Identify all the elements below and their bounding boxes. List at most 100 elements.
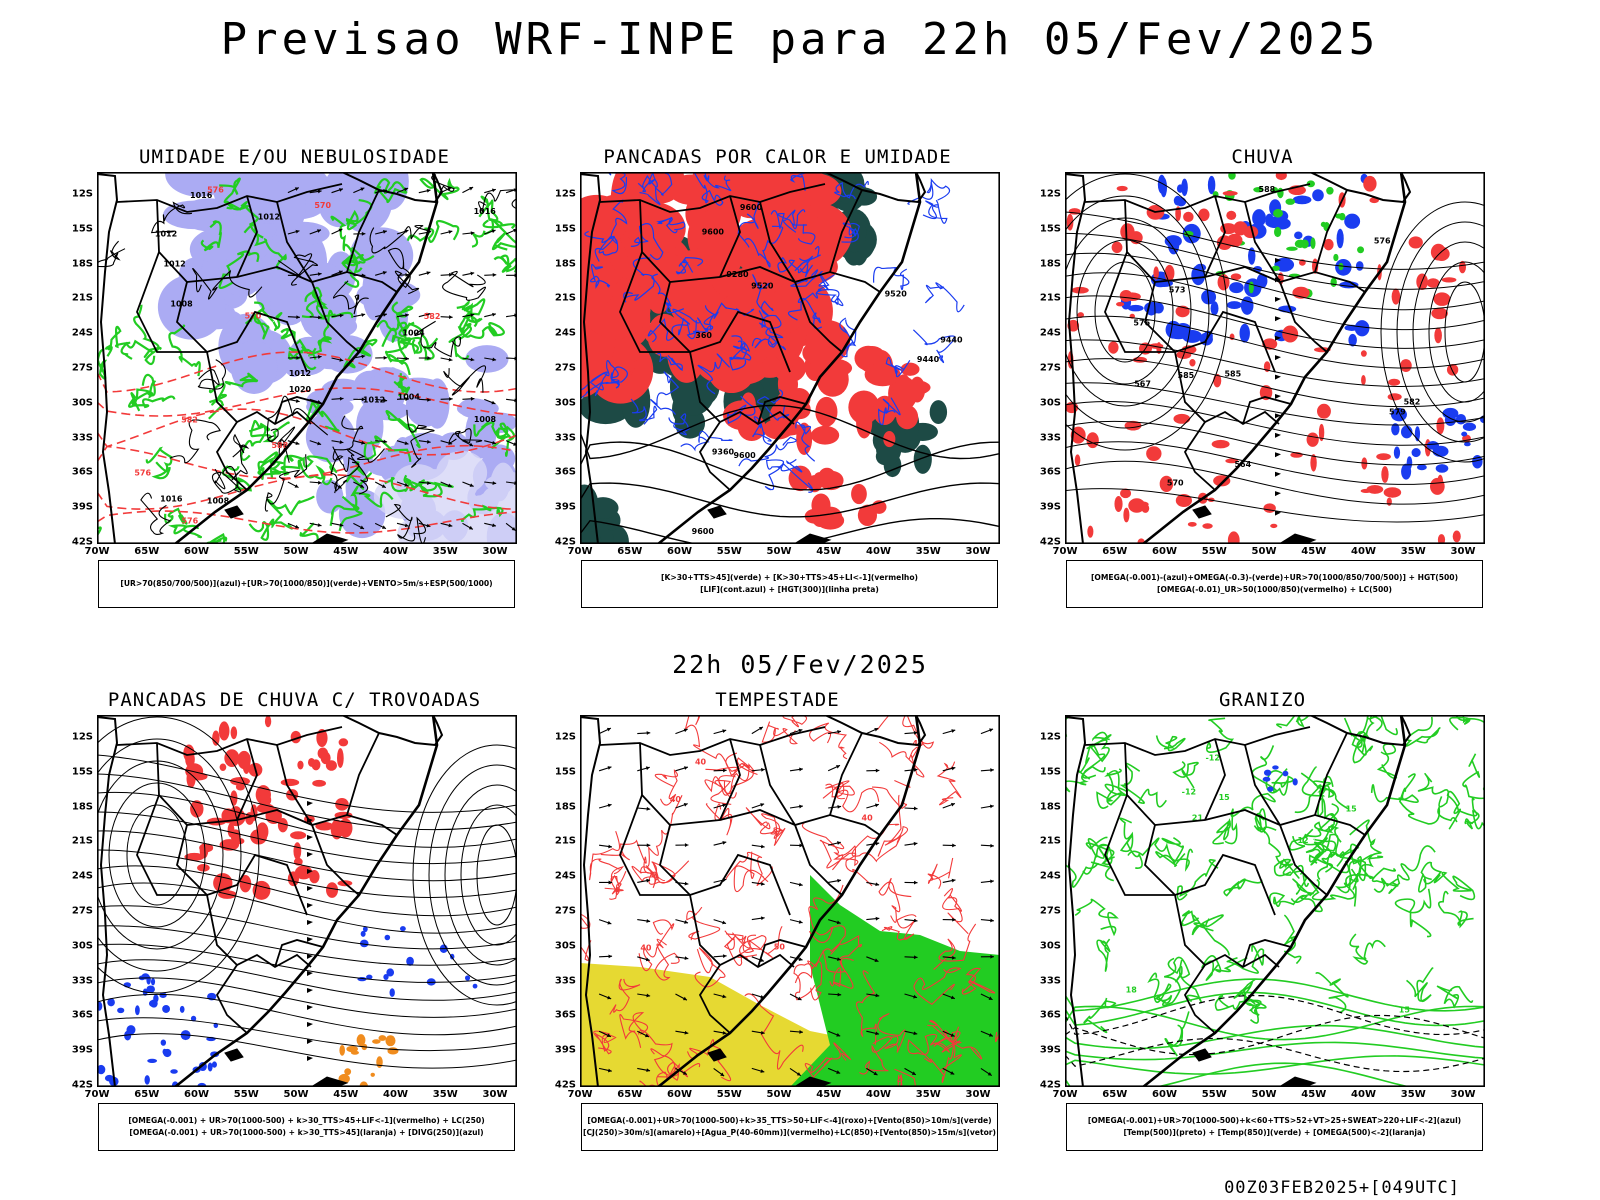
legend-line: [OMEGA(-0.001) + UR>70(1000-500) + k>30_… [129,1128,484,1137]
lat-tick-label: 36S [71,466,93,478]
lat-tick-label: 39S [554,501,576,513]
lat-tick-label: 42S [1039,1079,1061,1091]
mid-timestamp: 22h 05/Fev/2025 [672,650,928,679]
map-frame [97,715,517,1087]
lon-tick-label: 45W [333,546,359,557]
contour-label: 1012 [155,230,177,239]
lat-tick-label: 24S [1039,327,1061,339]
legend-box: [K>30+TTS>45](verde) + [K>30+TTS>45+LI<-… [581,560,998,608]
temp-labels: -12 -12 15 15 12 21 18 15 [1126,753,1411,1014]
lon-tick-label: 65W [134,546,160,557]
lon-tick-label: 40W [383,1089,408,1100]
lon-tick-label: 70W [567,1089,593,1100]
lat-tick-label: 12S [1039,188,1061,200]
lon-tick-label: 35W [432,1089,458,1100]
wind850-vectors [598,726,994,1077]
legend-line: [OMEGA(-0.001) + UR>70(1000-500) + k>30_… [128,1116,485,1125]
lon-tick-label: 60W [1152,1089,1177,1100]
map-svg [97,715,517,1087]
lon-tick-label: 35W [1400,546,1426,557]
lat-tick-label: 30S [71,397,93,409]
lat-tick-label: 42S [554,536,576,548]
contour-label: 585 [1224,369,1241,378]
hgt300-contours [580,404,1000,544]
lat-tick-label: 24S [554,870,576,882]
lat-tick-label: 30S [1039,940,1061,952]
legend-line: [LIF](cont.azul) + [HGT(300)](linha pret… [700,585,879,594]
lon-tick-label: 50W [1251,1089,1277,1100]
lat-tick-label: 15S [554,766,576,778]
temp850-south-contours [1065,978,1485,1087]
lat-tick-label: 39S [71,1044,93,1056]
map-frame [580,172,1000,544]
lat-tick-label: 33S [554,975,576,987]
legend-box: [OMEGA(-0.001)-(azul)+OMEGA(-0.3)-(verde… [1066,560,1483,608]
lat-tick-label: 24S [1039,870,1061,882]
lat-tick-label: 24S [554,327,576,339]
lon-tick-label: 55W [716,1089,742,1100]
panel-title: PANCADAS POR CALOR E UMIDADE [603,146,952,168]
lat-tick-label: 42S [1039,536,1061,548]
legend-line: [OMEGA(-0.001)+UR>70(1000-500)+k>35_TTS>… [587,1116,992,1125]
lat-tick-label: 27S [1039,362,1061,374]
contour-label: 585 [1178,371,1195,380]
lat-tick-label: 21S [1039,292,1061,304]
map-pancadas_calor: 9600 9600 9600 9600 9520 9520 9440 9440 9360 9280… [580,172,1000,544]
lat-tick-label: 24S [71,870,93,882]
lat-tick-label: 15S [1039,766,1061,778]
lat-tick-label: 33S [71,432,93,444]
jet-yellow-field [580,963,880,1087]
lat-tick-label: 33S [1039,432,1061,444]
lat-tick-label: 30S [554,397,576,409]
lat-tick-label: 27S [554,362,576,374]
hgt300-labels: 9600 9600 9600 9600 9520 9520 9440 9440 9360 9280… [692,203,963,536]
legend-box: [OMEGA(-0.001) + UR>70(1000-500) + k>30_… [98,1103,515,1151]
contour-label: 9520 [885,289,908,298]
panel-pancadas_calor: PANCADAS POR CALOR E UMIDADE 9600 9600 9600… [540,146,1015,636]
lat-tick-label: 36S [1039,466,1061,478]
map-frame [580,715,1000,1087]
contour-label: 576 [1374,236,1391,245]
hail-blue-field [1262,765,1298,792]
lat-tick-label: 18S [1039,258,1061,270]
wind850-green-field [790,875,1000,1087]
contour-label: 9600 [692,527,715,536]
panel-pancadas_trovoadas: PANCADAS DE CHUVA C/ TROVOADAS 12S 15S 18S 2… [57,689,532,1179]
contour-label: -12 [1205,753,1219,762]
lon-tick-label: 35W [1400,1089,1426,1100]
contour-label: 40 [695,757,707,766]
contour-label: 15 [1399,1005,1411,1014]
lat-tick-label: 30S [1039,397,1061,409]
moisture-lower-contours [97,177,517,544]
lon-tick-label: 70W [567,546,593,557]
contour-label: 576 [134,468,151,477]
contour-label: 576 [1133,319,1150,328]
contour-label: 1016 [474,207,497,216]
lat-tick-label: 42S [71,536,93,548]
lon-tick-label: 35W [915,546,941,557]
contour-label: 576 [181,517,198,526]
lon-tick-label: 50W [1251,546,1277,557]
legend-line: [OMEGA(-0.001)-(azul)+OMEGA(-0.3)-(verde… [1090,573,1459,582]
precipitable-water-contours [580,715,1000,1087]
thickness-contours [97,351,517,534]
contour-label: 1012 [163,260,185,269]
contour-label: 360 [695,331,712,340]
lat-tick-label: 33S [554,432,576,444]
legend-box: [OMEGA(-0.001)+UR>70(1000-500)+k>35_TTS>… [581,1103,998,1151]
lon-tick-label: 45W [1301,1089,1327,1100]
contour-label: 9440 [940,335,963,344]
lifted-index-contours [580,172,965,493]
contour-label: 9600 [733,451,756,460]
contour-label: 50 [774,942,786,951]
panel-title: CHUVA [1231,146,1294,168]
contour-label: 570 [1167,479,1184,488]
lat-tick-label: 24S [71,327,93,339]
lat-tick-label: 18S [554,258,576,270]
lon-tick-label: 70W [1052,546,1078,557]
lon-tick-label: 45W [816,546,842,557]
contour-label: 9440 [917,355,940,364]
map-background [97,715,517,1087]
lat-tick-label: 21S [71,835,93,847]
